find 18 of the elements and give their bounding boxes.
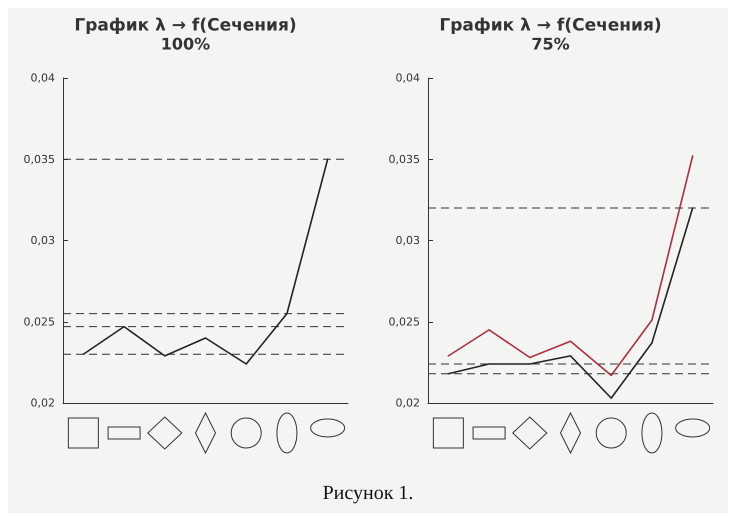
y-tick-label: 0,025 [24, 315, 55, 328]
line-series [82, 158, 328, 365]
chart-title: График λ → f(Сечения) [439, 16, 662, 36]
y-tick-label: 0,04 [30, 72, 55, 84]
y-tick-label: 0,03 [30, 234, 55, 247]
line-series [448, 207, 694, 399]
y-tick-label: 0,02 [396, 396, 420, 410]
chart-subtitle: 75% [531, 34, 570, 54]
y-tick-label: 0,035 [388, 152, 420, 166]
line-series [448, 155, 694, 376]
chart-title: График λ → f(Сечения) [74, 16, 297, 36]
y-tick-label: 0,04 [396, 72, 420, 84]
y-tick-label: 0,03 [396, 234, 420, 247]
y-tick-label: 0,02 [30, 396, 55, 410]
text: Рисунок 1. [322, 482, 414, 504]
y-tick-label: 0,025 [388, 315, 420, 328]
chart-subtitle: 100% [160, 34, 210, 54]
y-tick-label: 0,035 [24, 152, 55, 166]
